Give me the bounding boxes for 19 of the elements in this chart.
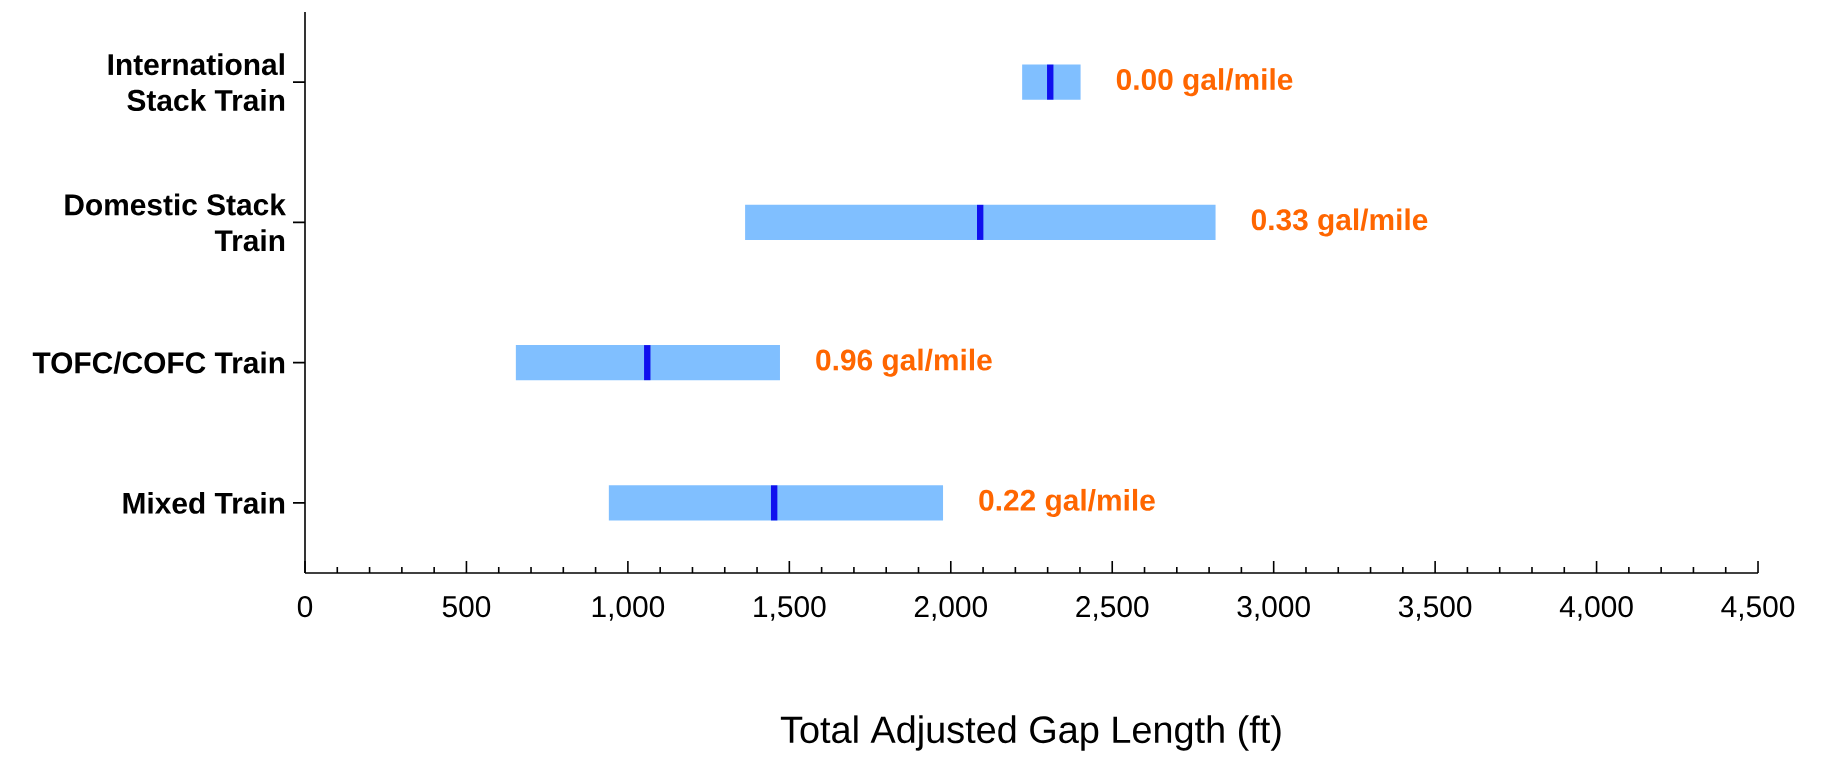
annotation: 0.33 gal/mile — [1251, 208, 1428, 237]
x-tick-label: 1,000 — [592, 596, 665, 621]
annotation: 0.96 gal/mile — [816, 348, 992, 377]
y-tick-label: Domestic Stack Train — [65, 193, 286, 252]
x-tick-label: 3,500 — [1398, 596, 1472, 621]
x-tick-label: 500 — [442, 596, 491, 618]
annotation: 0.22 gal/mile — [979, 488, 1155, 517]
x-tick-label: 3,000 — [1237, 596, 1310, 621]
x-tick-label: 2,000 — [914, 596, 987, 621]
y-tick-label: Mixed Train — [123, 491, 285, 514]
x-tick-label: 2,500 — [1076, 596, 1149, 621]
x-tick-label: 4,000 — [1559, 596, 1633, 621]
x-axis-title: Total Adjusted Gap Length (ft) — [780, 715, 1281, 751]
x-tick-label: 1,500 — [754, 596, 826, 621]
x-tick-label: 4,500 — [1721, 596, 1795, 621]
annotation: 0.00 gal/mile — [1116, 68, 1293, 97]
y-tick-label: International Stack Train — [108, 53, 285, 112]
y-tick-label: TOFC/COFC Train — [32, 351, 285, 374]
x-tick-label: 0 — [297, 596, 313, 618]
